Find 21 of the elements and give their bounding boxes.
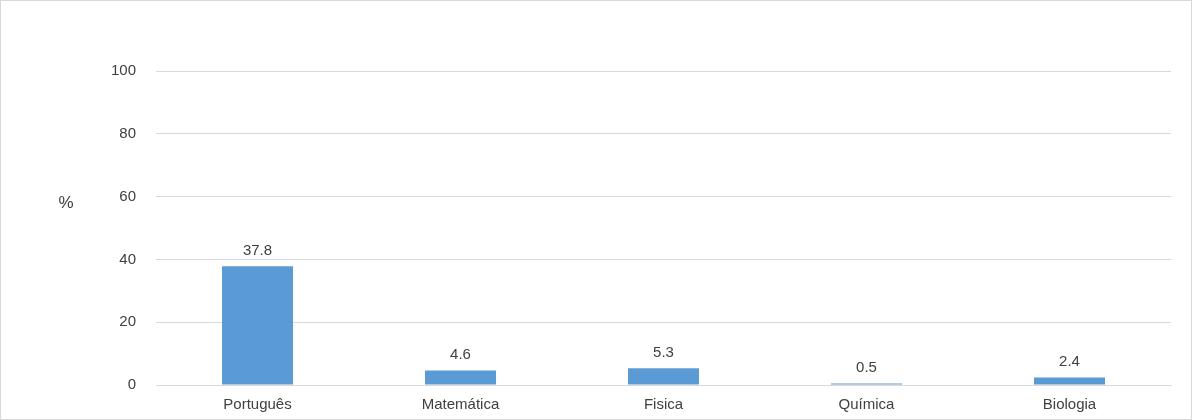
data-label: 5.3 — [653, 343, 674, 360]
x-tick-label: Matemática — [421, 395, 500, 413]
y-tick-label: 40 — [119, 249, 137, 267]
bar — [425, 370, 497, 385]
y-tick-label: 20 — [119, 312, 137, 330]
y-tick-label: 100 — [111, 61, 137, 79]
bar — [1033, 377, 1106, 385]
data-label: 2.4 — [1059, 352, 1080, 370]
x-tick-label: Português — [223, 395, 292, 413]
y-axis-title: % — [58, 192, 74, 212]
x-tick-label: Química — [838, 395, 896, 413]
x-tick-label: Fisica — [643, 395, 684, 413]
data-label: 37.8 — [242, 240, 273, 258]
y-tick-label: 80 — [119, 123, 137, 141]
y-tick-label: 0 — [127, 375, 137, 393]
x-tick-label: Biologia — [1042, 395, 1097, 413]
bar — [627, 368, 700, 385]
bar — [222, 266, 294, 385]
y-tick-label: 60 — [119, 186, 137, 204]
data-label: 0.5 — [856, 358, 877, 376]
data-label: 4.6 — [450, 345, 471, 363]
